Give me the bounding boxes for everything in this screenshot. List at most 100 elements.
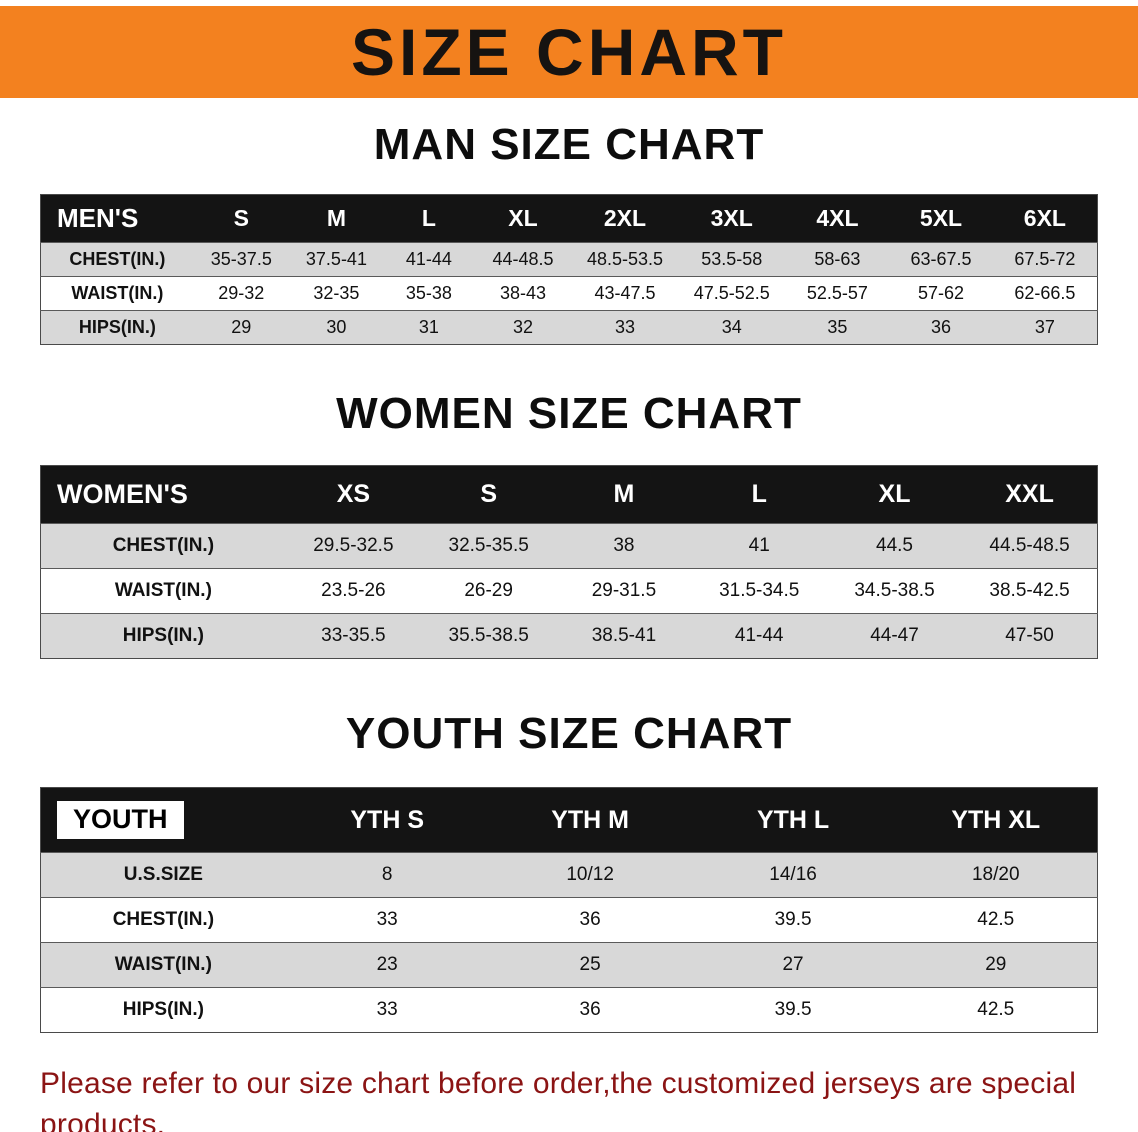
size-value-cell: 33 (572, 310, 678, 345)
women-table-title: WOMEN'S (40, 465, 286, 524)
size-value-cell: 41-44 (691, 613, 827, 659)
size-value-cell: 44-47 (826, 613, 963, 659)
size-value-cell: 38-43 (473, 276, 573, 311)
size-value-cell: 30 (288, 310, 384, 345)
row-label: HIPS(IN.) (40, 987, 286, 1033)
size-value-cell: 48.5-53.5 (572, 242, 678, 277)
size-value-cell: 37 (992, 310, 1098, 345)
size-value-cell: 35-37.5 (193, 242, 289, 277)
table-row: WAIST(IN.) 23.5-26 26-29 29-31.5 31.5-34… (40, 568, 1098, 614)
size-value-cell: 63-67.5 (889, 242, 993, 277)
size-value-cell: 29-31.5 (556, 568, 692, 614)
column-header: YTH M (488, 787, 692, 853)
size-value-cell: 29 (193, 310, 289, 345)
youth-header-row: YOUTH YTH S YTH M YTH L YTH XL (40, 787, 1098, 853)
column-header: XL (473, 194, 573, 243)
size-value-cell: 44.5-48.5 (962, 523, 1098, 569)
size-value-cell: 10/12 (488, 852, 692, 898)
size-value-cell: 44-48.5 (473, 242, 573, 277)
size-value-cell: 32 (473, 310, 573, 345)
youth-section-heading: YOUTH SIZE CHART (345, 709, 793, 758)
size-value-cell: 38.5-42.5 (962, 568, 1098, 614)
size-value-cell: 29 (894, 942, 1098, 988)
row-label: CHEST(IN.) (40, 523, 286, 569)
size-value-cell: 42.5 (894, 897, 1098, 943)
size-value-cell: 38 (556, 523, 692, 569)
row-label: CHEST(IN.) (40, 242, 194, 277)
table-row: CHEST(IN.) 33 36 39.5 42.5 (40, 897, 1098, 943)
column-header: 6XL (992, 194, 1098, 243)
size-value-cell: 27 (691, 942, 895, 988)
size-value-cell: 43-47.5 (572, 276, 678, 311)
women-section-heading: WOMEN SIZE CHART (336, 389, 802, 438)
size-value-cell: 29-32 (193, 276, 289, 311)
size-value-cell: 42.5 (894, 987, 1098, 1033)
size-value-cell: 33 (285, 987, 489, 1033)
row-label: WAIST(IN.) (40, 942, 286, 988)
column-header: 4XL (785, 194, 890, 243)
size-value-cell: 23.5-26 (285, 568, 422, 614)
top-banner: SIZE CHART (0, 6, 1138, 98)
size-value-cell: 35-38 (384, 276, 474, 311)
size-value-cell: 35.5-38.5 (421, 613, 557, 659)
column-header: S (193, 194, 289, 243)
size-value-cell: 32-35 (288, 276, 384, 311)
size-value-cell: 26-29 (421, 568, 557, 614)
table-row: CHEST(IN.) 29.5-32.5 32.5-35.5 38 41 44.… (40, 523, 1098, 569)
table-row: WAIST(IN.) 29-32 32-35 35-38 38-43 43-47… (40, 276, 1098, 311)
size-value-cell: 33 (285, 897, 489, 943)
size-value-cell: 44.5 (826, 523, 963, 569)
column-header: M (288, 194, 384, 243)
size-value-cell: 52.5-57 (785, 276, 890, 311)
youth-title-badge: YOUTH (57, 801, 184, 839)
size-value-cell: 31.5-34.5 (691, 568, 827, 614)
page-title: SIZE CHART (351, 15, 787, 89)
footer-note: Please refer to our size chart before or… (40, 1063, 1102, 1132)
row-label: CHEST(IN.) (40, 897, 286, 943)
men-table-title: MEN'S (40, 194, 194, 243)
size-value-cell: 37.5-41 (288, 242, 384, 277)
footer-note-line1: Please refer to our size chart before or… (40, 1067, 1077, 1132)
column-header: 2XL (572, 194, 678, 243)
table-row: WAIST(IN.) 23 25 27 29 (40, 942, 1098, 988)
size-value-cell: 34.5-38.5 (826, 568, 963, 614)
column-header: L (691, 465, 827, 524)
size-value-cell: 23 (285, 942, 489, 988)
table-row: HIPS(IN.) 33-35.5 35.5-38.5 38.5-41 41-4… (40, 613, 1098, 659)
column-header: 3XL (677, 194, 786, 243)
size-value-cell: 58-63 (785, 242, 890, 277)
size-value-cell: 25 (488, 942, 692, 988)
column-header: 5XL (889, 194, 993, 243)
youth-size-table: YOUTH YTH S YTH M YTH L YTH XL U.S.SIZE … (40, 787, 1098, 1033)
size-value-cell: 62-66.5 (992, 276, 1098, 311)
size-value-cell: 31 (384, 310, 474, 345)
men-header-row: MEN'S S M L XL 2XL 3XL 4XL 5XL 6XL (40, 194, 1098, 243)
size-value-cell: 41 (691, 523, 827, 569)
size-value-cell: 29.5-32.5 (285, 523, 422, 569)
size-value-cell: 18/20 (894, 852, 1098, 898)
size-value-cell: 14/16 (691, 852, 895, 898)
size-value-cell: 8 (285, 852, 489, 898)
table-row: HIPS(IN.) 29 30 31 32 33 34 35 36 37 (40, 310, 1098, 345)
table-row: HIPS(IN.) 33 36 39.5 42.5 (40, 987, 1098, 1033)
column-header: M (556, 465, 692, 524)
size-value-cell: 36 (488, 897, 692, 943)
column-header: XL (826, 465, 963, 524)
women-size-table: WOMEN'S XS S M L XL XXL CHEST(IN.) 29.5-… (40, 465, 1098, 659)
size-value-cell: 41-44 (384, 242, 474, 277)
column-header: L (384, 194, 474, 243)
row-label: U.S.SIZE (40, 852, 286, 898)
column-header: XXL (962, 465, 1098, 524)
men-size-table: MEN'S S M L XL 2XL 3XL 4XL 5XL 6XL CHEST… (40, 194, 1098, 345)
size-value-cell: 39.5 (691, 897, 895, 943)
size-value-cell: 32.5-35.5 (421, 523, 557, 569)
size-value-cell: 67.5-72 (992, 242, 1098, 277)
men-section-heading: MAN SIZE CHART (373, 120, 765, 169)
size-value-cell: 47.5-52.5 (677, 276, 786, 311)
size-value-cell: 33-35.5 (285, 613, 422, 659)
size-value-cell: 47-50 (962, 613, 1098, 659)
size-value-cell: 35 (785, 310, 890, 345)
size-value-cell: 53.5-58 (677, 242, 786, 277)
row-label: HIPS(IN.) (40, 613, 286, 659)
